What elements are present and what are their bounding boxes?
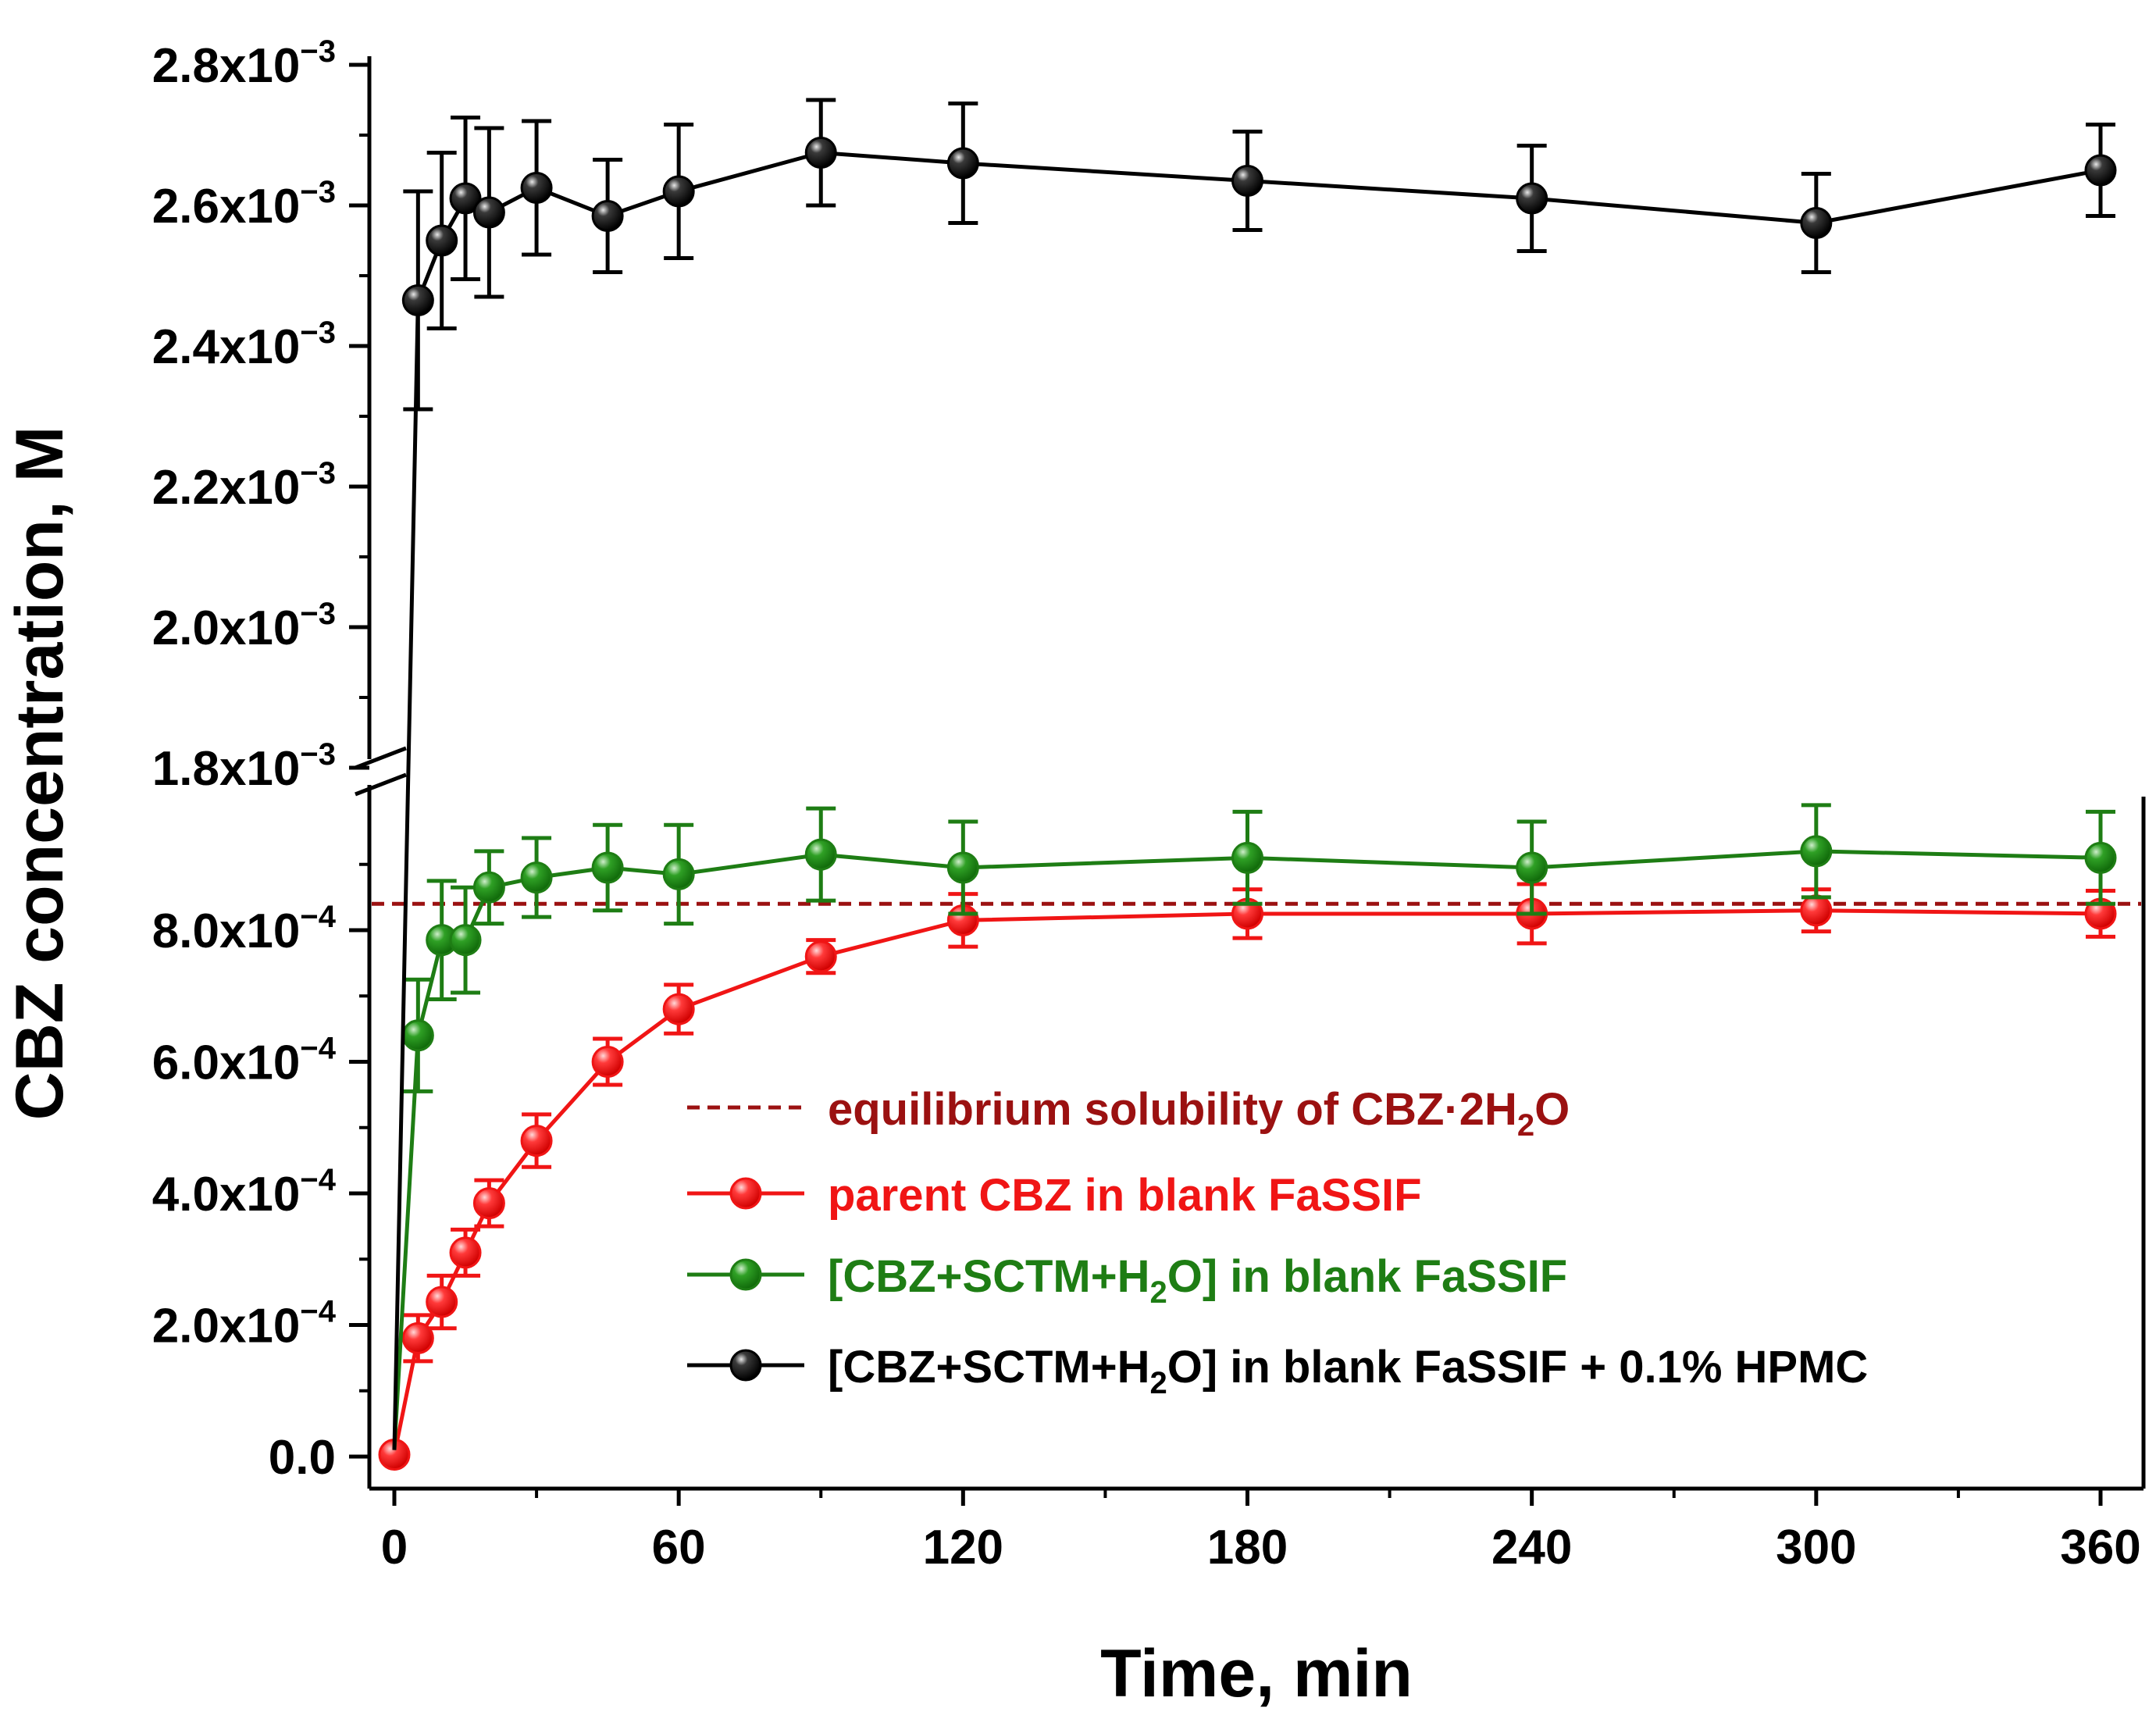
legend-label: equilibrium solubility of CBZ·2H2O: [828, 1084, 1570, 1143]
data-point: [804, 838, 837, 871]
series-3: [392, 98, 2117, 1450]
data-point: [401, 284, 434, 316]
x-tick-label: 60: [652, 1521, 706, 1575]
plot-frame: [355, 56, 2146, 1491]
y-tick-label: 4.0x10−4: [152, 1163, 337, 1221]
legend-swatch-marker: [729, 1349, 762, 1382]
y-axis-title: CBZ concentration, M: [2, 426, 77, 1121]
y-tick-label: 2.6x10−3: [152, 175, 336, 234]
data-point: [591, 200, 624, 232]
x-tick-label: 120: [923, 1521, 1003, 1575]
data-point: [401, 1321, 434, 1354]
axis-break-mark-upper: [355, 746, 407, 770]
data-point: [804, 940, 837, 973]
data-point: [1516, 851, 1548, 884]
y-tick-label: 1.8x10−3: [152, 737, 336, 796]
y-tick-label: 8.0x10−4: [152, 900, 337, 958]
data-point: [662, 175, 695, 208]
data-point: [472, 196, 505, 229]
data-point: [449, 924, 482, 957]
data-point: [426, 1286, 458, 1318]
data-point: [401, 1019, 434, 1052]
data-point: [2084, 154, 2117, 187]
data-point: [520, 1125, 553, 1157]
data-point: [1516, 182, 1548, 215]
data-point: [1800, 207, 1833, 239]
data-point: [662, 858, 695, 890]
y-tick-label: 2.0x10−3: [152, 597, 336, 655]
data-point: [946, 851, 979, 884]
legend-swatch-marker: [729, 1177, 762, 1210]
legend: equilibrium solubility of CBZ·2H2O parent…: [687, 1084, 1868, 1400]
series-2: [392, 803, 2117, 1450]
data-point: [520, 172, 553, 204]
data-point: [662, 993, 695, 1025]
x-tick-label: 240: [1491, 1521, 1572, 1575]
x-tick-label: 180: [1207, 1521, 1288, 1575]
x-tick-label: 0: [381, 1521, 408, 1575]
data-point: [591, 1046, 624, 1078]
data-point: [449, 182, 482, 215]
data-point: [591, 851, 624, 884]
y-tick-label: 2.8x10−3: [152, 34, 336, 93]
y-tick-label: 2.4x10−3: [152, 316, 336, 374]
y-tick-label: 2.2x10−3: [152, 456, 336, 515]
data-point: [2084, 841, 2117, 874]
x-axis-title: Time, min: [1100, 1636, 1413, 1711]
legend-swatch-marker: [729, 1258, 762, 1291]
data-point: [1231, 165, 1263, 197]
y-axis-ticks: 0.0 2.0x10−4 4.0x10−4 6.0x10−4 8.0x10−4 1.8x1…: [152, 34, 369, 1485]
legend-label: [CBZ+SCTM+H2O] in blank FaSSIF + 0.1% HP…: [828, 1342, 1868, 1400]
data-point: [946, 147, 979, 180]
data-point: [1231, 841, 1263, 874]
series-layer: [378, 98, 2117, 1471]
data-point: [804, 137, 837, 169]
axis-break-mark-lower: [355, 772, 407, 797]
legend-label: parent CBZ in blank FaSSIF: [828, 1170, 1422, 1221]
y-tick-label: 6.0x10−4: [152, 1032, 337, 1090]
data-point: [520, 861, 553, 894]
data-point: [1800, 894, 1833, 927]
x-tick-label: 300: [1776, 1521, 1856, 1575]
x-axis-ticks: 0 60 120 180 240 300 360: [381, 1489, 2141, 1575]
data-point: [1800, 835, 1833, 868]
data-point: [472, 1187, 505, 1220]
data-point: [472, 871, 505, 904]
x-tick-label: 360: [2060, 1521, 2140, 1575]
legend-label: [CBZ+SCTM+H2O] in blank FaSSIF: [828, 1251, 1567, 1310]
data-point: [449, 1236, 482, 1269]
y-tick-label: 2.0x10−4: [152, 1295, 337, 1353]
data-point: [426, 224, 458, 257]
y-tick-label: 0.0: [269, 1431, 336, 1485]
